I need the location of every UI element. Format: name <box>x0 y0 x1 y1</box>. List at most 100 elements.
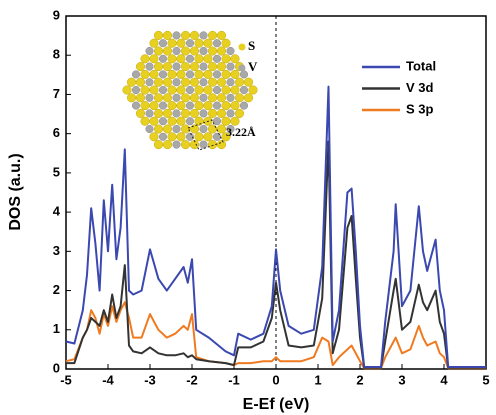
v-atom <box>240 102 248 110</box>
s-atom <box>217 125 226 134</box>
x-tick-label: 1 <box>314 372 321 387</box>
x-tick-label: 4 <box>440 372 448 387</box>
y-tick-label: 0 <box>53 360 60 375</box>
y-tick-label: 9 <box>53 7 60 22</box>
s-atom <box>154 78 163 87</box>
x-axis-label: E-Ef (eV) <box>243 396 310 413</box>
x-tick-label: -1 <box>228 372 240 387</box>
s-atom <box>163 62 172 71</box>
s-atom <box>217 62 226 71</box>
s-atom <box>168 70 177 79</box>
x-tick-label: -4 <box>102 372 114 387</box>
s-atom <box>204 70 213 79</box>
v-atom <box>173 63 181 71</box>
s-atom <box>190 47 199 56</box>
legend-v-atom <box>239 65 246 72</box>
v-atom <box>240 86 248 94</box>
s-atom <box>154 125 163 134</box>
v-atom <box>227 47 235 55</box>
s-atom <box>208 109 217 118</box>
s-atom <box>136 109 145 118</box>
y-tick-label: 1 <box>53 321 60 336</box>
s-atom <box>141 55 150 64</box>
v-atom <box>173 94 181 102</box>
v-atom <box>227 78 235 86</box>
v-atom <box>186 102 194 110</box>
s-atom <box>163 109 172 118</box>
s-atom <box>168 39 177 48</box>
s-atom <box>150 101 159 110</box>
s-atom <box>181 94 190 103</box>
s-atom <box>217 140 226 149</box>
s-atom <box>177 117 186 126</box>
s-atom <box>195 101 204 110</box>
s-atom <box>177 101 186 110</box>
s-atom <box>244 94 253 103</box>
s-atom <box>235 109 244 118</box>
s-atom <box>123 86 132 95</box>
s-atom <box>150 70 159 79</box>
y-tick-label: 3 <box>53 243 60 258</box>
s-atom <box>163 94 172 103</box>
v-atom <box>200 110 208 118</box>
s-atom <box>217 31 226 40</box>
s-atom <box>208 31 217 40</box>
s-atom <box>150 86 159 95</box>
v-atom <box>132 86 140 94</box>
s-atom <box>204 39 213 48</box>
s-atom <box>204 55 213 64</box>
s-atom <box>168 86 177 95</box>
s-atom <box>231 55 240 64</box>
v-atom <box>200 141 208 149</box>
y-tick-label: 8 <box>53 47 60 62</box>
s-atom <box>231 70 240 79</box>
v-atom <box>213 102 221 110</box>
v-atom <box>146 78 154 86</box>
legend-label: V 3d <box>406 80 434 95</box>
chart: DOS (a.u.) E-Ef (eV) S V 3.22Å 012345678… <box>0 0 496 415</box>
inset-label: V <box>248 59 258 74</box>
y-tick-label: 2 <box>53 282 60 297</box>
v-atom <box>186 39 194 47</box>
s-atom <box>141 86 150 95</box>
s-atom <box>181 78 190 87</box>
s-atom <box>231 86 240 95</box>
s-atom <box>141 117 150 126</box>
v-atom <box>240 71 248 79</box>
inset-label: S <box>248 38 255 53</box>
y-tick-label: 6 <box>53 125 60 140</box>
s-atom <box>150 55 159 64</box>
s-atom <box>163 47 172 56</box>
legend-label: S 3p <box>406 101 434 116</box>
s-atom <box>217 78 226 87</box>
s-atom <box>249 86 258 95</box>
s-atom <box>150 133 159 142</box>
x-tick-label: 3 <box>398 372 405 387</box>
s-atom <box>190 78 199 87</box>
s-atom <box>136 94 145 103</box>
s-atom <box>177 39 186 48</box>
s-atom <box>141 70 150 79</box>
s-atom <box>150 39 159 48</box>
v-atom <box>200 63 208 71</box>
s-atom <box>222 70 231 79</box>
s-atom <box>168 101 177 110</box>
v-atom <box>186 71 194 79</box>
s-atom <box>163 125 172 134</box>
s-atom <box>190 109 199 118</box>
s-atom <box>177 133 186 142</box>
s-atom <box>154 94 163 103</box>
s-atom <box>195 39 204 48</box>
s-atom <box>222 86 231 95</box>
s-atom <box>141 101 150 110</box>
x-tick-label: 0 <box>272 372 279 387</box>
s-atom <box>181 47 190 56</box>
s-atom <box>208 94 217 103</box>
v-atom <box>159 133 167 141</box>
v-atom <box>146 47 154 55</box>
v-atom <box>213 86 221 94</box>
s-atom <box>154 62 163 71</box>
s-atom <box>136 78 145 87</box>
s-atom <box>154 31 163 40</box>
s-atom <box>195 133 204 142</box>
